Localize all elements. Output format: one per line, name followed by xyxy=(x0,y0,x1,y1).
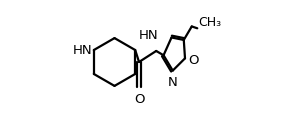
Text: O: O xyxy=(188,54,199,67)
Text: HN: HN xyxy=(72,44,92,57)
Text: N: N xyxy=(167,76,177,89)
Text: HN: HN xyxy=(139,29,159,42)
Text: O: O xyxy=(134,93,144,106)
Text: CH₃: CH₃ xyxy=(198,16,222,29)
